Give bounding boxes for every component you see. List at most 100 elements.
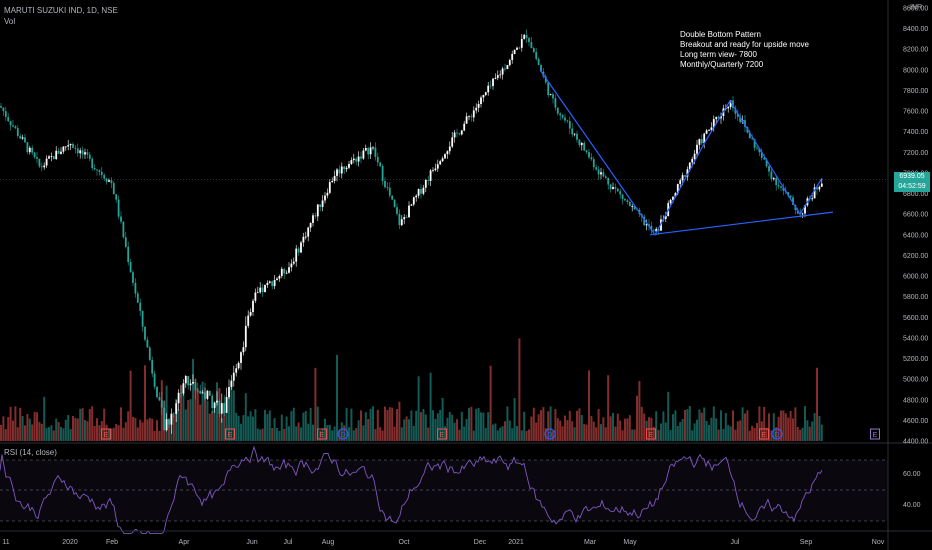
volume-bar xyxy=(756,422,758,441)
volume-bar xyxy=(196,388,199,441)
candle-body xyxy=(189,383,192,386)
volume-bar xyxy=(432,410,434,441)
candle-body xyxy=(340,166,343,174)
candle-body xyxy=(86,152,89,155)
volume-bar xyxy=(787,417,790,441)
candle-body xyxy=(424,180,427,188)
candle-body xyxy=(31,147,34,153)
candle-body xyxy=(343,166,346,170)
volume-bar xyxy=(33,411,36,441)
candle-body xyxy=(772,178,775,180)
candle-body xyxy=(285,272,288,274)
candle-body xyxy=(220,403,223,414)
volume-bar xyxy=(324,418,326,441)
candle-body xyxy=(112,183,115,195)
candle-body xyxy=(213,402,216,409)
candle-body xyxy=(751,138,754,139)
candle-body xyxy=(422,187,425,194)
double-bottom-pattern[interactable] xyxy=(539,69,834,236)
volume-bar xyxy=(283,428,286,441)
volume-bar xyxy=(813,413,816,441)
volume-bar xyxy=(357,420,360,441)
candle-body xyxy=(192,382,194,384)
candle-body xyxy=(148,347,151,360)
candle-body xyxy=(100,171,103,176)
time-axis[interactable]: 11 2020 Feb Apr Jun Jul Aug Oct Dec 2021 Mar May Jul… xyxy=(0,530,932,546)
candle-body xyxy=(494,77,497,79)
volume-bar xyxy=(628,415,631,441)
volume-bar xyxy=(732,410,734,441)
candle-body xyxy=(48,156,50,159)
candle-body xyxy=(427,180,430,181)
candle-body xyxy=(67,145,70,147)
candle-body xyxy=(300,242,302,253)
volume-bar xyxy=(67,415,70,441)
candle-body xyxy=(763,158,766,160)
candle-body xyxy=(681,175,684,181)
candle-body xyxy=(362,150,365,159)
volume-bar xyxy=(576,410,578,441)
event-marker-label: E xyxy=(104,432,109,439)
candle-body xyxy=(84,152,86,155)
volume-bar xyxy=(595,427,598,441)
volume-bar xyxy=(681,418,684,441)
candle-body xyxy=(180,392,182,394)
volume-bar xyxy=(547,411,550,441)
volume-legend[interactable]: Vol xyxy=(4,17,16,26)
candle-body xyxy=(645,224,648,226)
volume-bar xyxy=(105,424,108,441)
time-tick-label: 2021 xyxy=(508,539,524,546)
rsi-legend[interactable]: RSI (14, close) xyxy=(4,448,57,457)
volume-bar xyxy=(609,416,612,441)
candle-body xyxy=(235,368,238,373)
volume-bar xyxy=(621,430,624,441)
event-marker-badge xyxy=(759,428,769,440)
volume-bar xyxy=(2,416,5,441)
volume-bar xyxy=(124,422,127,441)
candle-body xyxy=(782,187,785,191)
candle-body xyxy=(693,153,696,159)
volume-bar xyxy=(710,417,713,441)
candle-body xyxy=(14,126,17,129)
volume-bar xyxy=(592,421,595,441)
volume-bar xyxy=(746,410,749,441)
volume-bar xyxy=(475,408,478,441)
candle-body xyxy=(566,120,569,122)
candle-body xyxy=(372,147,374,149)
price-tick-label: 6200.00 xyxy=(903,253,928,260)
candles xyxy=(0,29,823,434)
event-marker: E xyxy=(759,428,769,440)
volume-bar xyxy=(194,379,197,441)
volume-bar xyxy=(465,419,468,441)
volume-bar xyxy=(585,424,588,441)
volume-bar xyxy=(806,420,809,441)
volume-bar xyxy=(276,428,278,441)
volume-bar xyxy=(271,428,274,441)
volume-bar xyxy=(115,424,118,441)
volume-bar xyxy=(405,416,408,441)
volume-bar xyxy=(633,429,636,441)
price-axis[interactable]: 8600.00 8400.00 8200.00 8000.00 7800.00 7600.… xyxy=(887,0,928,550)
volume-bar xyxy=(50,425,53,441)
candle-body xyxy=(417,189,420,196)
candle-body xyxy=(60,151,62,154)
symbol-title[interactable]: MARUTI SUZUKI IND, 1D, NSE xyxy=(4,6,118,15)
volume-bar xyxy=(612,412,614,441)
candle-body xyxy=(410,204,413,206)
volume-bar xyxy=(566,420,569,441)
volume-bar xyxy=(597,409,600,441)
volume-bar xyxy=(156,420,158,441)
candle-body xyxy=(151,359,154,374)
volume-bar xyxy=(364,412,367,441)
volume-bar xyxy=(739,420,742,441)
candle-body xyxy=(72,143,74,148)
pattern-annotation[interactable]: Double Bottom Pattern Breakout and ready… xyxy=(680,30,809,70)
candle-body xyxy=(93,167,96,170)
volume-bar xyxy=(348,427,350,441)
volume-bar xyxy=(189,399,192,441)
price-tick-label: 5200.00 xyxy=(903,356,928,363)
volume-bar xyxy=(537,414,540,441)
candle-body xyxy=(516,47,518,50)
candle-body xyxy=(446,151,449,155)
